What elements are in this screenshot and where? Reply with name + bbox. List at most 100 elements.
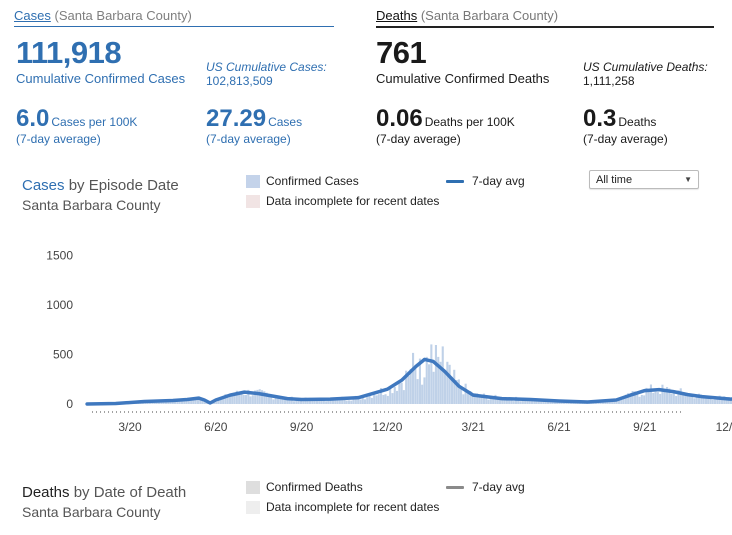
us-deaths-value: 1,111,258 [583,74,635,88]
daily-case-bar [412,352,415,404]
daily-case-bar [350,400,353,404]
daily-case-bar [274,397,277,404]
daily-case-bar [448,364,451,404]
cases-chart-title-strong: Cases [22,177,65,194]
daily-case-bar [231,394,234,404]
daily-case-bar [402,390,405,404]
x-tick-label: 3/20 [118,420,142,434]
daily-case-bar [464,383,467,404]
daily-case-bar [382,395,385,404]
daily-case-bar [164,401,167,404]
daily-case-bar [386,395,389,404]
daily-case-bar [286,397,289,404]
daily-case-bar [265,392,268,404]
deaths-panel-header[interactable]: Deaths (Santa Barbara County) [376,8,714,28]
daily-case-bar [263,391,266,404]
daily-case-bar [377,394,380,404]
daily-case-bar [505,400,508,404]
daily-case-bar [714,399,717,404]
daily-case-bar [526,398,529,404]
daily-case-bar [466,390,469,404]
daily-case-bar [512,401,515,404]
daily-case-bar [670,393,673,404]
daily-case-bar [238,393,241,404]
daily-case-bar [643,395,646,404]
x-tick-label: 6/21 [547,420,571,434]
daily-case-bar [183,401,186,404]
daily-case-bar [297,398,300,404]
daily-case-bar [384,394,387,404]
deaths-total-block: 761 Cumulative Confirmed Deaths [376,37,549,87]
deaths-per100k-value: 0.06 [376,105,423,132]
daily-case-bar [460,387,463,404]
x-axis-ticks: 3/206/209/2012/203/216/219/2112/213/226/… [118,420,732,434]
daily-case-bar [270,395,273,404]
cases-per100k-block: 6.0 Cases per 100K (7-day average) [16,106,138,147]
incomplete-data-swatch [246,194,260,208]
legend-confirmed-deaths-label: Confirmed Deaths [266,480,363,494]
daily-case-bar [597,402,600,404]
us-cases-label: US Cumulative Cases: [206,60,327,74]
daily-case-bar [716,398,719,404]
daily-case-bar [240,393,243,404]
daily-case-bar [631,391,634,404]
daily-case-bar [416,379,419,404]
deaths-chart-title-strong: Deaths [22,484,70,501]
daily-case-bar [668,388,671,404]
y-tick-label: 500 [53,348,73,362]
cases-chart-title-rest: by Episode Date [64,177,179,194]
seven-day-avg-line-swatch [446,179,464,183]
daily-case-bar [217,399,220,404]
daily-case-bar [389,386,392,404]
cases-per100k-label: Cases per 100K [51,115,138,129]
daily-case-bar [707,396,710,404]
time-range-value: All time [596,173,633,186]
daily-case-bar [691,394,694,404]
daily-case-bar [311,399,314,404]
deaths-header-title[interactable]: Deaths [376,8,418,23]
daily-case-bar [503,400,506,404]
legend-7day-avg-label: 7-day avg [472,174,525,188]
seven-day-avg-line [85,357,732,406]
daily-case-bar [663,388,666,404]
daily-case-bar [192,399,195,404]
daily-case-bar [476,393,479,404]
daily-case-bar [267,394,270,404]
daily-case-bar [302,401,305,404]
cases-panel-header[interactable]: Cases (Santa Barbara County) [14,8,334,27]
daily-case-bar [455,380,458,404]
cases-chart-subtitle: Santa Barbara County [22,197,161,213]
daily-case-bar [288,399,291,404]
daily-case-bar [368,394,371,404]
daily-case-bar [462,394,465,404]
daily-case-bar [414,368,417,404]
daily-case-bar [659,394,662,404]
legend-deaths-7day-avg: 7-day avg [446,480,525,494]
daily-case-bar [547,400,550,404]
daily-case-bar [558,401,561,404]
daily-case-bar [508,398,511,404]
daily-case-bar [354,395,357,404]
us-cases-block: US Cumulative Cases: 102,813,509 [206,60,327,88]
daily-case-bar [375,395,378,404]
daily-case-bar [528,400,531,404]
daily-case-bar [684,395,687,404]
daily-case-bar [649,384,652,404]
daily-case-bar [174,401,177,404]
daily-case-bar [180,400,183,404]
deaths-header-region: (Santa Barbara County) [420,8,559,23]
x-tick-label: 9/21 [633,420,657,434]
daily-case-bar [524,400,527,404]
daily-case-bar [428,364,431,404]
deaths-per100k-note: (7-day average) [376,132,461,146]
confirmed-cases-swatch [246,174,260,188]
daily-case-bar [272,399,275,404]
x-tick-label: 12/21 [716,420,732,434]
daily-case-bar [409,368,412,404]
time-range-select[interactable]: All time ▼ [589,170,699,189]
daily-case-bar [679,388,682,404]
cases-header-title[interactable]: Cases [14,8,51,23]
daily-case-bar [421,384,424,404]
daily-case-bar [686,395,689,404]
x-tick-label: 9/20 [290,420,314,434]
